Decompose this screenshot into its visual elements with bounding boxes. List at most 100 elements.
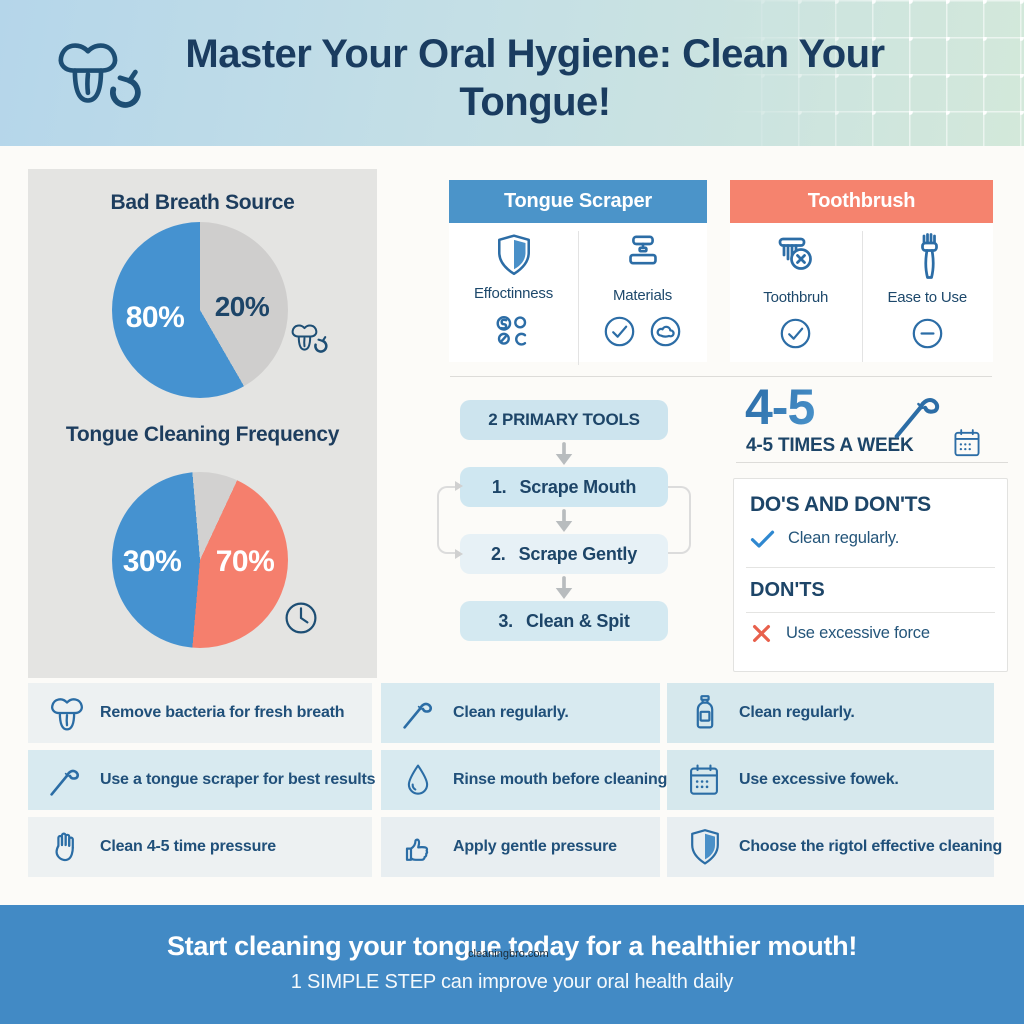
scraper-icon (399, 693, 439, 733)
dont-item-text: Use excessive force (786, 624, 930, 642)
tip-text: Use excessive fowek. (739, 771, 899, 788)
step-label: Scrape Mouth (519, 476, 637, 497)
dont-item: Use excessive force (750, 622, 930, 645)
flow-step-2: 2. Scrape Gently (460, 534, 668, 574)
pie-slice-label: 30% (122, 545, 182, 578)
step-number: 1. (491, 476, 507, 497)
circle-check-icon (777, 315, 814, 352)
tip-text: Clean 4-5 time pressure (100, 838, 276, 855)
feature-toothbrush: Toothbruh (730, 223, 862, 352)
feature-ease: Ease to Use (862, 223, 994, 352)
toothbrush-card: Toothbrush Toothbruh Ease to Use (730, 180, 993, 362)
tip-text: Remove bacteria for fresh breath (100, 704, 345, 721)
arrow-down-icon (553, 442, 575, 466)
divider (736, 462, 1008, 463)
connector-arrowhead (455, 481, 463, 491)
feature-effectiveness: Effoctinness (449, 223, 578, 355)
tip-row: Use excessive fowek. (667, 750, 994, 810)
shield-icon (491, 232, 537, 278)
flow-step-3: 3. Clean & Spit (460, 601, 668, 641)
grid-pattern (724, 0, 1024, 146)
hand-icon (46, 827, 86, 867)
calendar-icon (685, 761, 723, 799)
tip-text: Rinse mouth before cleaning (453, 771, 668, 788)
tip-row: Clean regularly. (667, 683, 994, 743)
pie-slice-label: 20% (214, 291, 270, 322)
shield-icon (685, 827, 725, 867)
do-item: Clean regularly. (750, 526, 899, 551)
feature-materials: Materials (578, 223, 707, 355)
tongue-icon (287, 317, 329, 359)
dos-donts-title: DO'S AND DON'TS (750, 493, 931, 516)
stats-panel: Bad Breath Source 80% 20% Tongue Cleanin… (28, 169, 377, 678)
divider (746, 567, 995, 568)
flow-connector-right (668, 486, 691, 554)
thumbs-up-icon (399, 827, 439, 867)
cleaning-frequency-pie-chart (112, 472, 288, 648)
chart-title-bad-breath: Bad Breath Source (110, 191, 295, 214)
brush-x-icon (771, 232, 821, 282)
calendar-icon (950, 426, 984, 460)
circle-blob-icon (647, 313, 684, 350)
arrow-down-icon (553, 576, 575, 600)
step-label: Clean & Spit (526, 610, 630, 631)
divider (746, 612, 995, 613)
header-banner: Master Your Oral Hygiene: Clean Your Ton… (0, 0, 1024, 146)
donts-title: DON'TS (750, 579, 825, 601)
arrow-down-icon (553, 509, 575, 533)
tip-text: Choose the rigtol effective cleaning (739, 838, 1003, 855)
tip-row: Use a tongue scraper for best results (28, 750, 376, 810)
tip-text: Apply gentle pressure (453, 838, 617, 855)
circle-check-icon (601, 313, 638, 350)
tip-row: Rinse mouth before cleaning (381, 750, 667, 810)
step-label: Scrape Gently (518, 543, 638, 564)
card-header: Toothbrush (730, 180, 993, 223)
scraper-icon (46, 760, 86, 800)
step-number: 2. (490, 543, 506, 564)
step-number: 3. (498, 610, 513, 631)
feature-label: Ease to Use (887, 289, 967, 306)
bad-breath-pie-chart (112, 222, 288, 398)
tip-row: Remove bacteria for fresh breath (28, 683, 372, 743)
footer-banner: Start cleaning your tongue today for a h… (0, 905, 1024, 1024)
tongue-icon (48, 26, 144, 122)
frequency-number: 4-5 (745, 379, 815, 435)
chart-title-frequency: Tongue Cleaning Frequency (65, 423, 340, 446)
pie-slice-label: 70% (215, 545, 275, 578)
tip-text: Clean regularly. (739, 704, 855, 721)
tongue-icon (46, 692, 88, 734)
do-item-text: Clean regularly. (788, 529, 900, 547)
tip-text: Clean regularly. (453, 704, 569, 721)
watermark: cleaningbro.com (468, 948, 549, 960)
dos-donts-panel: DO'S AND DON'TS Clean regularly. DON'TS … (733, 478, 1008, 672)
tip-row: Clean regularly. (381, 683, 660, 743)
divider (861, 231, 863, 362)
flow-connector-left (437, 486, 460, 554)
footer-headline: Start cleaning your tongue today for a h… (166, 931, 858, 961)
divider (578, 231, 579, 365)
frequency-caption: 4-5 TIMES A WEEK (746, 435, 914, 456)
tip-row: Apply gentle pressure (381, 817, 660, 877)
tongue-scraper-card: Tongue Scraper Effoctinness Materials (449, 180, 707, 365)
flow-header-box: 2 PRIMARY TOOLS (460, 400, 668, 440)
footer-subline: 1 SIMPLE STEP can improve your oral heal… (290, 971, 734, 993)
connector-arrowhead (455, 549, 463, 559)
clock-icon (281, 598, 321, 638)
flow-step-1: 1. Scrape Mouth (460, 467, 668, 507)
page-title: Master Your Oral Hygiene: Clean Your Ton… (185, 32, 885, 124)
toothbrush-icon (902, 232, 952, 282)
pie-slice-label: 80% (125, 301, 185, 334)
tip-row: Clean 4-5 time pressure (28, 817, 372, 877)
coins-grid-icon (492, 311, 536, 355)
drop-icon (399, 761, 437, 799)
feature-label: Toothbruh (763, 289, 829, 306)
card-header: Tongue Scraper (449, 180, 707, 223)
tip-text: Use a tongue scraper for best results (100, 771, 376, 788)
circle-minus-icon (909, 315, 946, 352)
bottle-icon (685, 693, 725, 733)
x-icon (750, 622, 773, 645)
feature-label: Materials (612, 287, 673, 304)
scraper-icon (888, 383, 950, 445)
feature-label: Effoctinness (473, 285, 554, 302)
